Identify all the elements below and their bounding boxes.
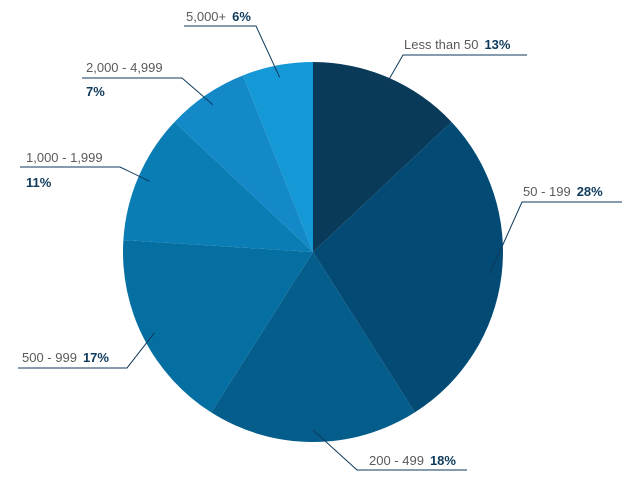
slice-label-2-000-4-999-line2: 7% bbox=[86, 84, 105, 99]
slice-category-label: 500 - 999 bbox=[22, 350, 77, 365]
slice-percent-label: 17% bbox=[83, 350, 109, 365]
slice-category-label: 50 - 199 bbox=[523, 184, 571, 199]
slice-label-200-499: 200 - 499 18% bbox=[369, 453, 456, 468]
slice-label-500-999: 500 - 999 17% bbox=[22, 350, 109, 365]
leader-line-1-000-1-999 bbox=[20, 166, 150, 182]
slice-percent-label: 13% bbox=[484, 37, 510, 52]
slice-category-label: Less than 50 bbox=[404, 37, 478, 52]
slice-percent-label: 28% bbox=[577, 184, 603, 199]
leader-line-less-than-50 bbox=[383, 54, 527, 89]
slice-label-5-000: 5,000+ 6% bbox=[186, 9, 251, 24]
pie-slice-200-499 bbox=[211, 252, 415, 442]
pie-slice-2-000-4-999 bbox=[174, 75, 313, 252]
slice-category-label: 2,000 - 4,999 bbox=[86, 60, 163, 75]
pie-slice-5-000 bbox=[243, 62, 313, 252]
slice-percent-label: 7% bbox=[86, 84, 105, 99]
slice-percent-label: 6% bbox=[232, 9, 251, 24]
leader-line-500-999 bbox=[18, 332, 155, 369]
pie-slices bbox=[122, 62, 503, 442]
leader-lines bbox=[18, 25, 622, 471]
slice-labels: Less than 50 13% 50 - 199 28% 200 - 499 18% 50… bbox=[22, 9, 603, 468]
pie-slice-500-999 bbox=[122, 240, 313, 413]
slice-label-1-000-1-999-line1: 1,000 - 1,999 bbox=[26, 150, 103, 165]
slice-category-label: 200 - 499 bbox=[369, 453, 424, 468]
leader-line-2-000-4-999 bbox=[82, 77, 214, 106]
slice-category-label: 1,000 - 1,999 bbox=[26, 150, 103, 165]
pie-slice-50-199 bbox=[313, 121, 503, 413]
leader-line-50-199 bbox=[489, 201, 622, 275]
slice-label-2-000-4-999-line1: 2,000 - 4,999 bbox=[86, 60, 163, 75]
slice-category-label: 5,000+ bbox=[186, 9, 226, 24]
pie-slice-1-000-1-999 bbox=[123, 121, 314, 252]
slice-label-50-199: 50 - 199 28% bbox=[523, 184, 603, 199]
leader-line-200-499 bbox=[312, 429, 467, 471]
leader-line-5-000 bbox=[184, 25, 281, 78]
pie-slice-less-than-50 bbox=[313, 62, 452, 252]
slice-label-1-000-1-999-line2: 11% bbox=[26, 175, 52, 190]
slice-percent-label: 18% bbox=[430, 453, 456, 468]
slice-label-less-than-50: Less than 50 13% bbox=[404, 37, 511, 52]
slice-percent-label: 11% bbox=[26, 175, 52, 190]
